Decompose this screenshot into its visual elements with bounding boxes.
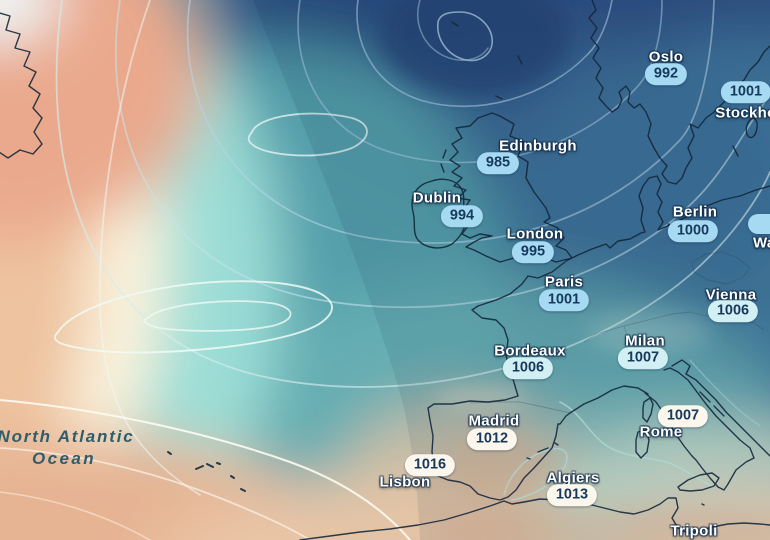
coast-dalmatian-isles	[699, 391, 725, 417]
pressure-badge-algiers: 1013	[546, 484, 598, 506]
pressure-badge-warsaw	[748, 214, 770, 234]
pressure-badge-lisbon: 1016	[404, 454, 456, 476]
pressure-badge-dublin: 994	[440, 205, 484, 227]
coast-sardinia	[635, 429, 650, 459]
city-label-milan: Milan	[625, 332, 665, 350]
pressure-badge-bordeaux: 1006	[502, 357, 554, 379]
city-label-edinburgh: Edinburgh	[499, 137, 577, 155]
city-label-warsaw: Warsaw	[753, 234, 770, 252]
coast-corsica	[642, 397, 654, 423]
city-label-berlin: Berlin	[672, 203, 718, 221]
city-label-oslo: Oslo	[648, 48, 684, 66]
coast-great-britain	[449, 112, 573, 264]
coast-sicily	[677, 472, 720, 506]
coast-north-africa	[299, 497, 770, 540]
pressure-badge-stockholm: 1001	[720, 81, 770, 103]
pressure-badge-madrid: 1012	[466, 428, 518, 450]
coast-scottish-isles	[440, 21, 523, 173]
coast-adriatic	[671, 359, 770, 457]
city-label-dublin: Dublin	[412, 189, 462, 207]
city-label-london: London	[506, 225, 564, 243]
city-label-algiers: Algiers	[546, 469, 600, 487]
coast-scandinavia	[588, 0, 770, 185]
coast-france-iberia-italy	[427, 261, 755, 501]
ocean-label-line2: Ocean	[32, 449, 96, 468]
pressure-badge-rome: 1007	[657, 405, 709, 427]
city-label-stockholm: Stockholm	[715, 104, 770, 122]
pressure-badge-vienna: 1006	[707, 300, 759, 322]
pressure-badge-milan: 1007	[617, 347, 669, 369]
coast-balearics	[526, 442, 559, 460]
pressure-badge-edinburgh: 985	[476, 152, 520, 174]
city-label-vienna: Vienna	[705, 286, 757, 304]
city-label-lisbon: Lisbon	[379, 473, 431, 491]
coast-azores	[167, 451, 246, 492]
city-label-tripoli: Tripoli	[670, 522, 718, 540]
ocean-label-line1: North Atlantic	[0, 427, 135, 446]
city-label-bordeaux: Bordeaux	[494, 342, 566, 360]
coast-ireland	[411, 178, 467, 249]
city-label-madrid: Madrid	[468, 412, 520, 430]
pressure-badge-oslo: 992	[644, 63, 688, 85]
coast-north-sea	[565, 175, 770, 262]
local-tints	[380, 0, 770, 540]
pressure-badge-berlin: 1000	[667, 220, 719, 242]
city-label-rome: Rome	[639, 423, 683, 441]
coast-greenland	[0, 12, 43, 159]
terminator-seam	[253, 0, 770, 540]
city-label-paris: Paris	[544, 273, 584, 291]
coast-baltic-isles	[732, 117, 758, 157]
pressure-badge-paris: 1001	[538, 289, 590, 311]
pressure-badge-london: 995	[511, 241, 555, 263]
